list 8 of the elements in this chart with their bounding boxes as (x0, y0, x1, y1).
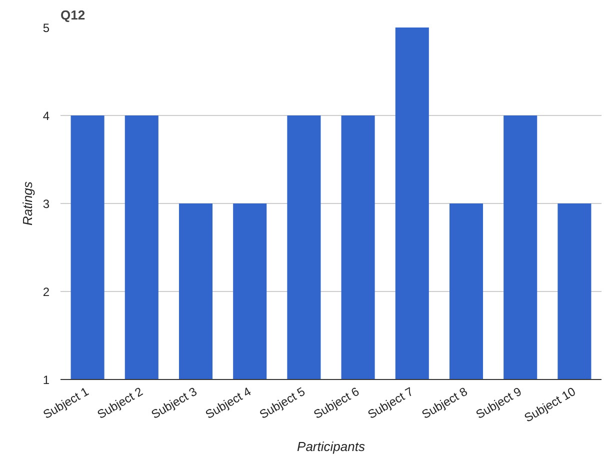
y-tick-label: 2 (42, 285, 50, 299)
x-axis-title: Participants (297, 438, 366, 454)
y-axis-title: Ratings (20, 180, 35, 226)
y-tick-label: 1 (42, 373, 50, 387)
y-tick-label: 4 (42, 109, 50, 123)
y-tick-label: 5 (42, 21, 50, 35)
y-tick-label: 3 (42, 197, 50, 211)
chart-title: Q12 (60, 8, 86, 22)
